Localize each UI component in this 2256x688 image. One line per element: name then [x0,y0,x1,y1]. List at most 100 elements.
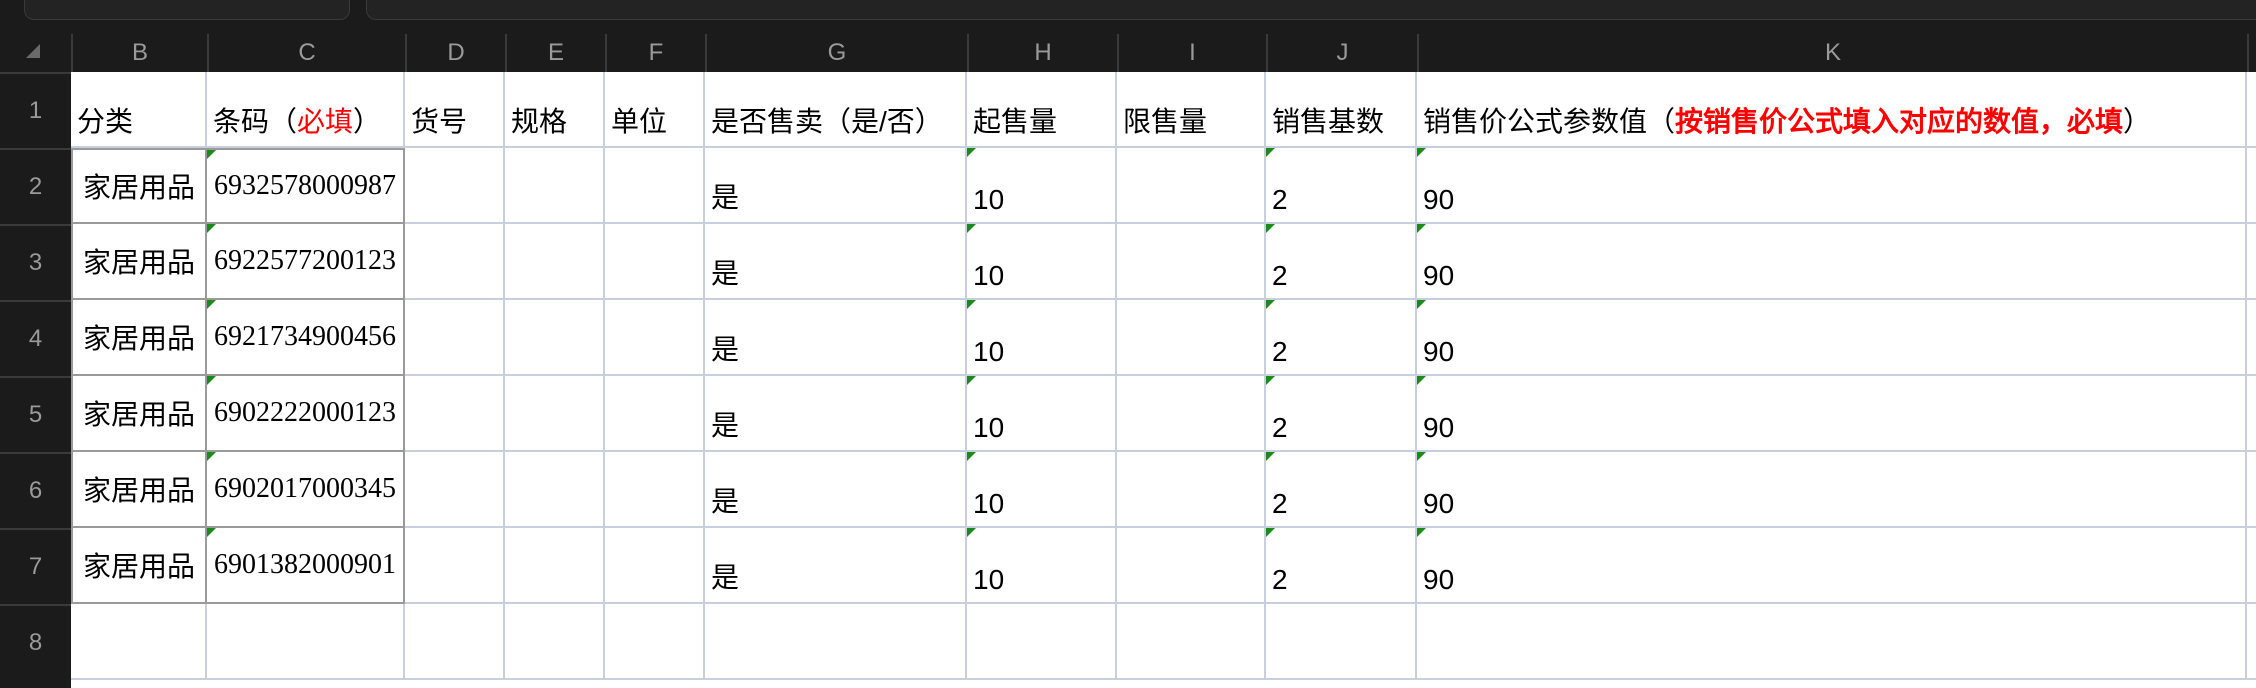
cell-F4[interactable] [605,300,705,376]
cell-H4[interactable]: 10 [967,300,1117,376]
cell-C8[interactable] [207,604,405,680]
select-all-icon[interactable] [26,44,40,58]
row-header-3[interactable]: 3 [0,224,71,300]
cell-F5[interactable] [605,376,705,452]
cell-J7[interactable]: 2 [1266,528,1417,604]
column-header-c[interactable]: C [207,34,405,72]
cell-G7[interactable]: 是 [705,528,967,604]
cell-F7[interactable] [605,528,705,604]
row-header-5[interactable]: 5 [0,376,71,452]
cell-C3[interactable]: 6922577200123 [207,224,405,300]
cell-H8[interactable] [967,604,1117,680]
cell-D4[interactable] [405,300,505,376]
cell-J2[interactable]: 2 [1266,148,1417,224]
cell-F8[interactable] [605,604,705,680]
cell-B5[interactable]: 家居用品 [71,376,207,452]
cell-I7[interactable] [1117,528,1266,604]
cell-K7[interactable]: 90 [1417,528,2247,604]
cell-E2[interactable] [505,148,605,224]
cell-E8[interactable] [505,604,605,680]
row-header-6[interactable]: 6 [0,452,71,528]
cell-D3[interactable] [405,224,505,300]
cell-C7[interactable]: 6901382000901 [207,528,405,604]
cell-D8[interactable] [405,604,505,680]
cell-C6[interactable]: 6902017000345 [207,452,405,528]
cell-L4[interactable] [2247,300,2256,376]
cell-E6[interactable] [505,452,605,528]
cell-E5[interactable] [505,376,605,452]
cell-K3[interactable]: 90 [1417,224,2247,300]
cell-I8[interactable] [1117,604,1266,680]
cell-C1[interactable]: 条码（ 必填） [207,72,405,148]
cell-I2[interactable] [1117,148,1266,224]
column-header-next[interactable] [2247,34,2256,72]
cell-G8[interactable] [705,604,967,680]
cell-L2[interactable] [2247,148,2256,224]
cell-L6[interactable] [2247,452,2256,528]
cell-I4[interactable] [1117,300,1266,376]
cell-F2[interactable] [605,148,705,224]
cell-G4[interactable]: 是 [705,300,967,376]
cell-K2[interactable]: 90 [1417,148,2247,224]
cell-K8[interactable] [1417,604,2247,680]
cell-C5[interactable]: 6902222000123 [207,376,405,452]
cell-K5[interactable]: 90 [1417,376,2247,452]
name-box[interactable] [24,0,350,20]
cell-J1[interactable]: 销售基数 [1266,72,1417,148]
cell-H1[interactable]: 起售量 [967,72,1117,148]
column-header-k[interactable]: K [1417,34,2247,72]
cell-B4[interactable]: 家居用品 [71,300,207,376]
cell-D6[interactable] [405,452,505,528]
cell-L1[interactable] [2247,72,2256,148]
cell-J5[interactable]: 2 [1266,376,1417,452]
cell-F3[interactable] [605,224,705,300]
cell-B8[interactable] [71,604,207,680]
cell-G6[interactable]: 是 [705,452,967,528]
cell-I6[interactable] [1117,452,1266,528]
cell-J6[interactable]: 2 [1266,452,1417,528]
cell-F1[interactable]: 单位 [605,72,705,148]
cell-J8[interactable] [1266,604,1417,680]
cell-H7[interactable]: 10 [967,528,1117,604]
cell-D2[interactable] [405,148,505,224]
cell-K6[interactable]: 90 [1417,452,2247,528]
column-header-f[interactable]: F [605,34,705,72]
cell-B3[interactable]: 家居用品 [71,224,207,300]
cell-I3[interactable] [1117,224,1266,300]
column-header-e[interactable]: E [505,34,605,72]
column-header-b[interactable]: B [71,34,207,72]
cell-F6[interactable] [605,452,705,528]
cell-L8[interactable] [2247,604,2256,680]
cell-E4[interactable] [505,300,605,376]
cell-B1[interactable]: 分类 [71,72,207,148]
cell-G5[interactable]: 是 [705,376,967,452]
cell-H3[interactable]: 10 [967,224,1117,300]
column-header-j[interactable]: J [1266,34,1417,72]
cell-E7[interactable] [505,528,605,604]
cell-J3[interactable]: 2 [1266,224,1417,300]
cell-H2[interactable]: 10 [967,148,1117,224]
cell-L5[interactable] [2247,376,2256,452]
cell-E3[interactable] [505,224,605,300]
cell-B6[interactable]: 家居用品 [71,452,207,528]
row-header-8[interactable]: 8 [0,604,71,680]
row-header-2[interactable]: 2 [0,148,71,224]
cell-G1[interactable]: 是否售卖（是/否） [705,72,967,148]
row-header-1[interactable]: 1 [0,72,71,148]
cell-H6[interactable]: 10 [967,452,1117,528]
column-header-i[interactable]: I [1117,34,1266,72]
cell-B7[interactable]: 家居用品 [71,528,207,604]
cell-I1[interactable]: 限售量 [1117,72,1266,148]
row-header-4[interactable]: 4 [0,300,71,376]
cell-D7[interactable] [405,528,505,604]
cell-K1[interactable]: 销售价公式参数值（ 按销售价公式填入对应的数值，必填） [1417,72,2247,148]
row-header-7[interactable]: 7 [0,528,71,604]
cell-J4[interactable]: 2 [1266,300,1417,376]
cell-G2[interactable]: 是 [705,148,967,224]
cell-G3[interactable]: 是 [705,224,967,300]
cell-E1[interactable]: 规格 [505,72,605,148]
formula-bar[interactable] [366,0,2256,20]
cell-H5[interactable]: 10 [967,376,1117,452]
cell-L7[interactable] [2247,528,2256,604]
cell-C2[interactable]: 6932578000987 [207,148,405,224]
